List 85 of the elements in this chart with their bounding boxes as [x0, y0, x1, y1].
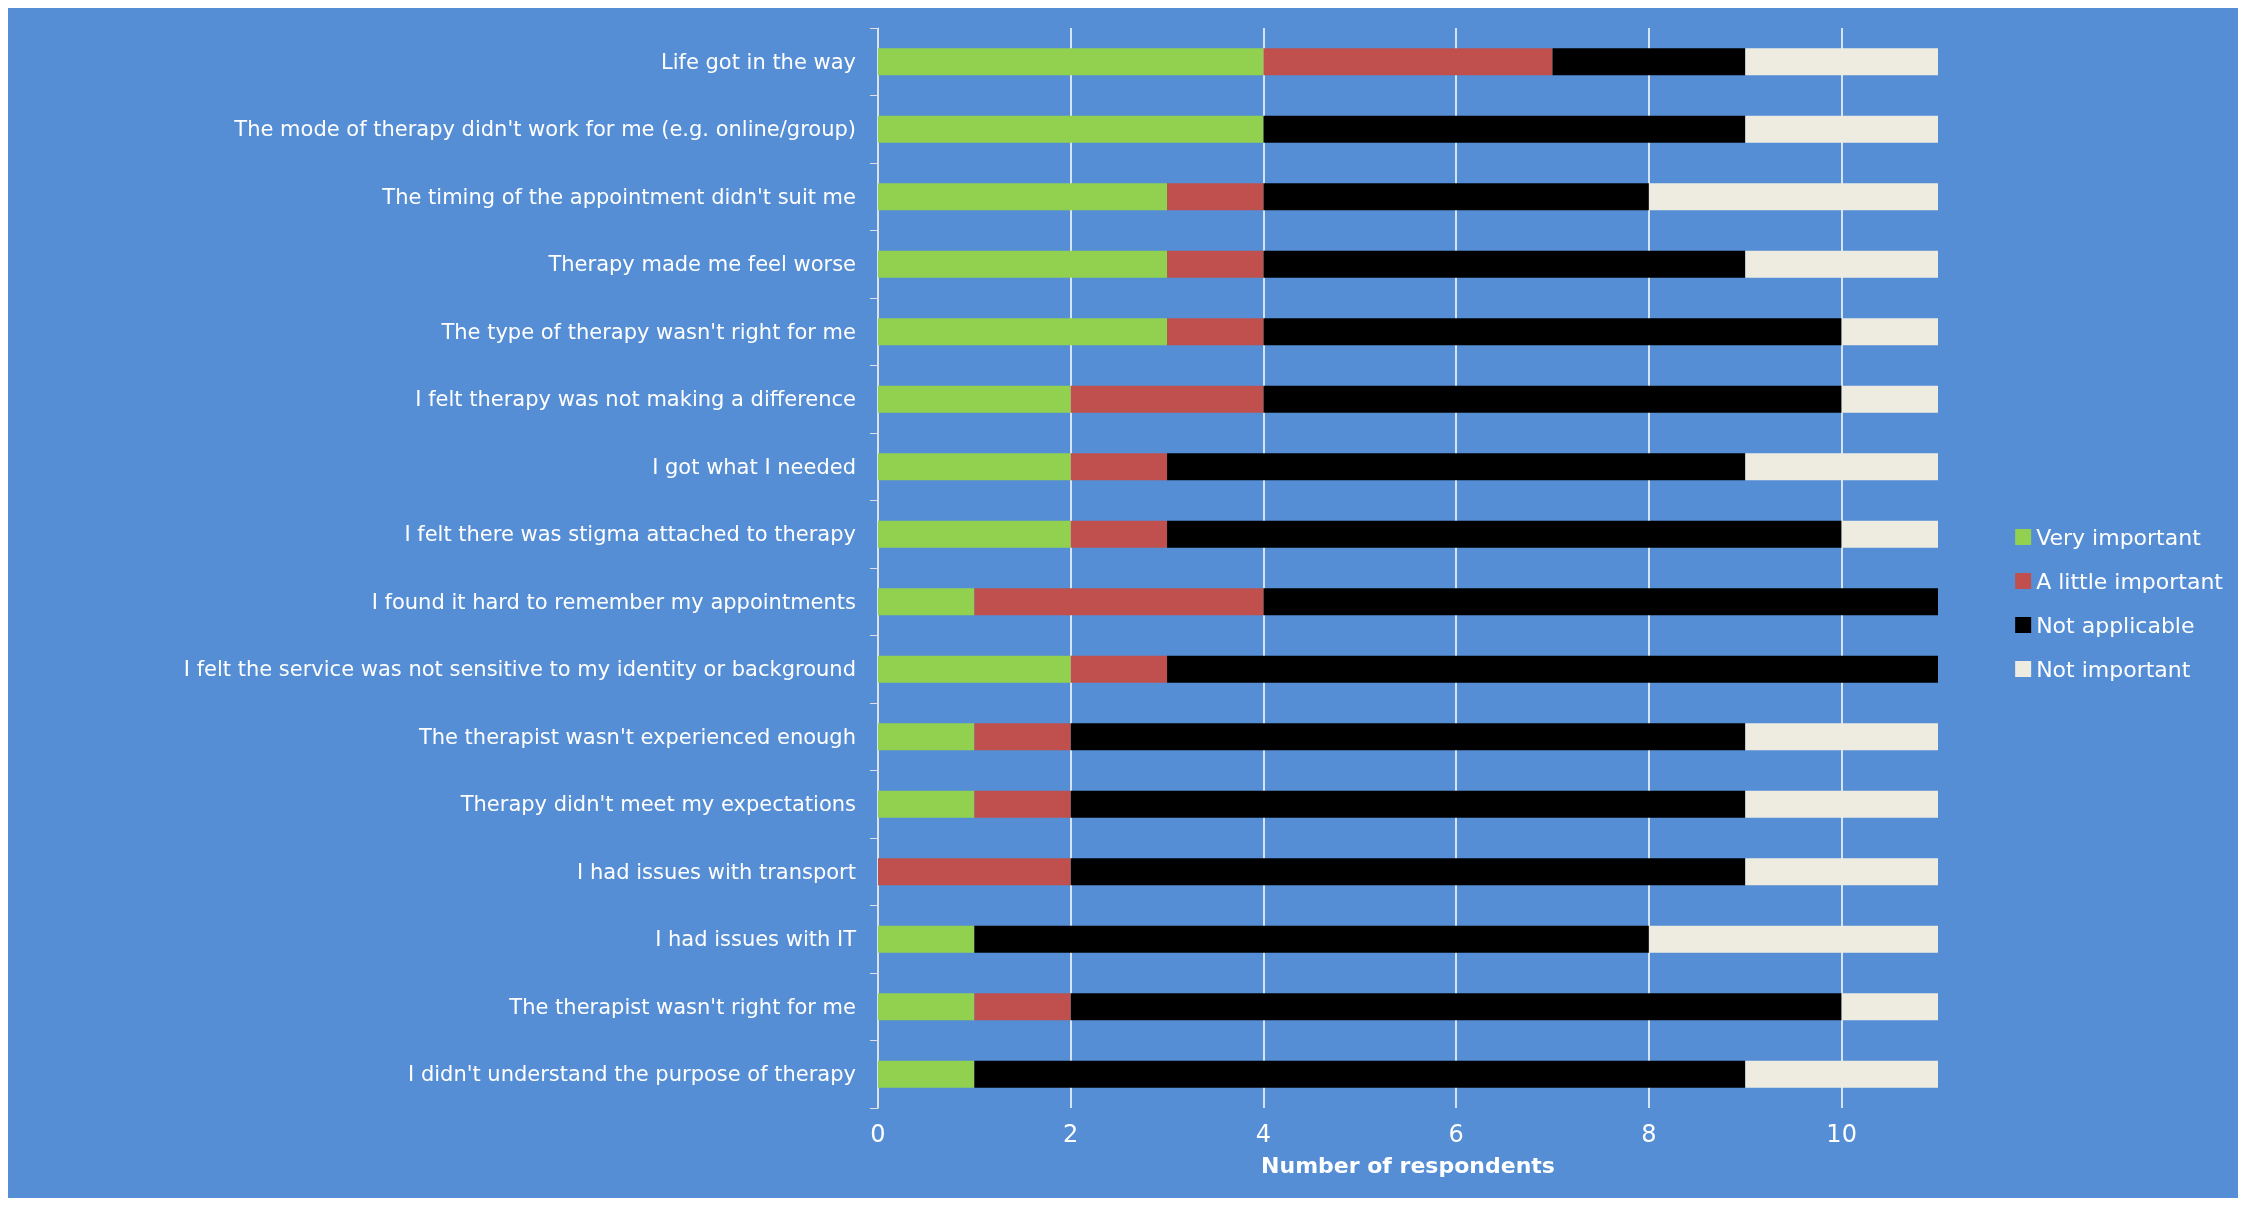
bar — [878, 588, 975, 616]
bar — [878, 723, 975, 751]
legend-label: Very important — [2036, 524, 2202, 550]
y-tick-label: The therapist wasn't experienced enough — [417, 724, 856, 749]
bar — [1070, 385, 1264, 413]
y-tick-label: The type of therapy wasn't right for me — [440, 319, 856, 344]
bar — [974, 588, 1264, 616]
bar — [1167, 453, 1746, 481]
bar — [1167, 520, 1842, 548]
bar — [1070, 453, 1168, 481]
bar — [1070, 723, 1746, 751]
bar — [1745, 790, 1938, 818]
bar — [974, 790, 1071, 818]
bar — [878, 385, 1071, 413]
bar — [1263, 183, 1649, 211]
bar — [974, 723, 1071, 751]
bar — [878, 183, 1168, 211]
y-tick-label: I found it hard to remember my appointments — [371, 589, 856, 614]
bar — [1070, 858, 1746, 886]
bar — [974, 1060, 1746, 1088]
bar — [1648, 183, 1938, 211]
bar — [878, 453, 1071, 481]
y-tick-label: I had issues with IT — [655, 927, 857, 952]
bar — [878, 1060, 975, 1088]
bar — [878, 250, 1168, 278]
bar — [1745, 250, 1938, 278]
bar — [1648, 925, 1938, 953]
x-tick-label: 10 — [1826, 1120, 1857, 1148]
bar — [1167, 250, 1264, 278]
bar — [1070, 655, 1168, 683]
x-tick-label: 0 — [870, 1120, 886, 1148]
bar — [1841, 318, 1938, 346]
bar — [878, 790, 975, 818]
bar — [1167, 318, 1264, 346]
legend-label: Not applicable — [2036, 612, 2195, 638]
y-tick-label: I felt therapy was not making a difference — [415, 387, 856, 412]
legend-label: A little important — [2036, 568, 2224, 594]
bar — [1167, 183, 1264, 211]
bar — [1070, 993, 1842, 1021]
y-tick-label: I didn't understand the purpose of therapy — [408, 1062, 856, 1087]
bar — [1745, 115, 1938, 143]
bar — [1745, 858, 1938, 886]
bar — [1263, 250, 1746, 278]
bar — [1167, 655, 1938, 683]
bar — [1841, 385, 1938, 413]
y-tick-label: I got what I needed — [652, 454, 856, 479]
bar — [1745, 453, 1938, 481]
y-tick-label: Therapy made me feel worse — [547, 252, 856, 277]
y-tick-label: I felt there was stigma attached to therapy — [404, 522, 856, 547]
x-tick-label: 6 — [1448, 1120, 1464, 1148]
bar — [1745, 48, 1938, 76]
bar — [1745, 1060, 1938, 1088]
bar — [878, 48, 1264, 76]
bar — [1263, 385, 1842, 413]
bar — [878, 318, 1168, 346]
y-tick-label: I felt the service was not sensitive to my identity or background — [183, 657, 856, 682]
bar — [878, 655, 1071, 683]
bar — [1263, 318, 1842, 346]
bar — [974, 993, 1071, 1021]
y-tick-label: Therapy didn't meet my expectations — [459, 792, 856, 817]
bar — [1745, 723, 1938, 751]
bar — [1070, 520, 1168, 548]
bar — [1263, 588, 1938, 616]
x-tick-label: 2 — [1063, 1120, 1079, 1148]
legend-label: Not important — [2036, 656, 2191, 682]
x-tick-label: 8 — [1641, 1120, 1657, 1148]
bar — [878, 925, 975, 953]
bar — [878, 858, 1071, 886]
y-tick-label: The therapist wasn't right for me — [508, 994, 856, 1019]
y-tick-label: The timing of the appointment didn't suit me — [381, 184, 856, 209]
bar — [974, 925, 1649, 953]
x-axis-title: Number of respondents — [1261, 1152, 1555, 1178]
bar — [878, 520, 1071, 548]
bar — [878, 115, 1264, 143]
bar — [1841, 520, 1938, 548]
bar — [1552, 48, 1746, 76]
y-tick-label: The mode of therapy didn't work for me (e.g. online/group) — [233, 117, 856, 142]
x-tick-label: 4 — [1255, 1120, 1272, 1148]
y-tick-label: Life got in the way — [660, 49, 856, 74]
bar — [1841, 993, 1938, 1021]
bar — [1070, 790, 1746, 818]
bar — [1263, 48, 1553, 76]
bar — [878, 993, 975, 1021]
bar — [1263, 115, 1746, 143]
y-tick-label: I had issues with transport — [577, 859, 856, 884]
